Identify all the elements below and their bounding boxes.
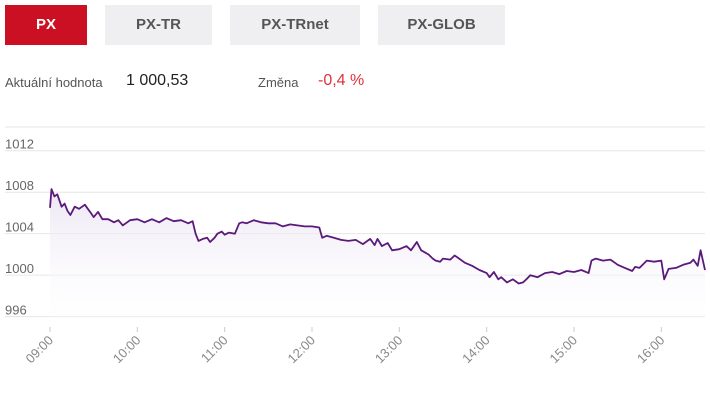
tab-px-trnet[interactable]: PX-TRnet: [230, 5, 360, 45]
y-tick-label: 1008: [5, 178, 34, 193]
price-area: [50, 189, 705, 327]
y-tick-label: 996: [5, 303, 27, 318]
x-tick-label: 16:00: [634, 333, 668, 367]
y-axis: 996 1000 1004 1008 1012: [5, 137, 34, 318]
x-axis: 09:00 10:00 11:00 12:00 13:00 14:00 15:00 16:00: [23, 327, 668, 367]
y-tick-label: 1012: [5, 137, 34, 152]
tab-px-glob[interactable]: PX-GLOB: [378, 5, 505, 45]
current-value-label: Aktuální hodnota: [5, 75, 103, 90]
current-value: 1 000,53: [126, 72, 189, 89]
x-tick-label: 14:00: [459, 333, 493, 367]
tab-px-tr[interactable]: PX-TR: [105, 5, 212, 45]
x-tick-label: 12:00: [285, 333, 319, 367]
price-line: [49, 188, 706, 285]
tab-px[interactable]: PX: [5, 5, 87, 45]
y-tick-label: 1000: [5, 261, 34, 276]
x-tick-label: 11:00: [198, 333, 231, 366]
change-label: Změna: [258, 75, 299, 90]
y-tick-label: 1004: [5, 220, 34, 235]
x-tick-label: 09:00: [23, 333, 57, 367]
x-tick-label: 15:00: [547, 333, 581, 367]
x-tick-label: 10:00: [110, 333, 144, 367]
index-chart: 996 1000 1004 1008 1012 09:00 10:00 11:00 12:00…: [5, 126, 706, 367]
x-tick-label: 13:00: [372, 333, 406, 367]
change-value: -0,4 %: [318, 72, 365, 89]
